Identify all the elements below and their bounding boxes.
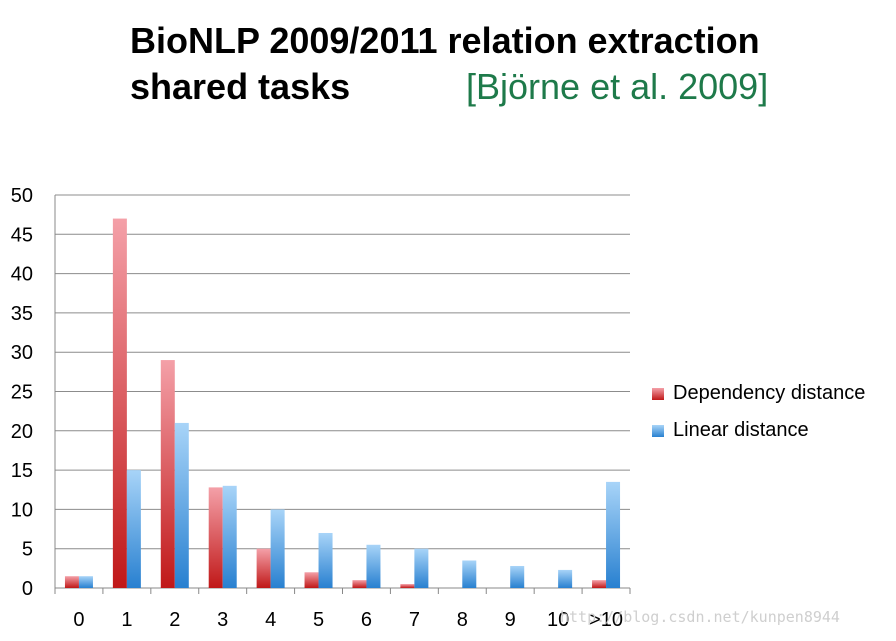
x-tick-label: 6 bbox=[361, 609, 372, 631]
y-tick-label: 0 bbox=[22, 578, 33, 600]
bar-linear bbox=[78, 576, 93, 588]
bar-dependency bbox=[160, 360, 175, 588]
grid-layer bbox=[54, 194, 631, 594]
legend-label-dependency: Dependency distance bbox=[673, 382, 866, 404]
y-tick-label: 20 bbox=[11, 421, 33, 443]
bar-dependency bbox=[64, 576, 79, 588]
bar-linear bbox=[270, 509, 285, 588]
bar-dependency bbox=[352, 580, 367, 588]
bar-linear bbox=[126, 470, 141, 588]
legend-item-linear: Linear distance bbox=[652, 412, 865, 449]
legend-item-dependency: Dependency distance bbox=[652, 375, 865, 412]
bar-linear bbox=[222, 485, 237, 588]
y-tick-label: 35 bbox=[11, 303, 33, 325]
bar-linear bbox=[462, 560, 477, 588]
y-tick-label: 10 bbox=[11, 499, 33, 521]
legend-swatch-dependency bbox=[652, 387, 664, 400]
bar-dependency bbox=[592, 580, 607, 588]
bar-linear bbox=[510, 565, 525, 588]
bar-linear bbox=[174, 422, 189, 588]
title-block: BioNLP 2009/2011 relation extraction sha… bbox=[130, 18, 870, 110]
y-tick-label: 5 bbox=[22, 539, 33, 561]
bar-linear bbox=[606, 481, 621, 588]
x-tick-label: 3 bbox=[217, 609, 228, 631]
bar-dependency bbox=[208, 487, 223, 588]
y-tick-label: 45 bbox=[11, 224, 33, 246]
bar-layer bbox=[64, 218, 621, 588]
legend-swatch-linear bbox=[652, 424, 664, 437]
bar-dependency bbox=[304, 572, 319, 588]
bar-linear bbox=[558, 569, 573, 588]
bar-linear bbox=[414, 548, 429, 588]
x-tick-label: 5 bbox=[313, 609, 324, 631]
bar-dependency bbox=[256, 548, 271, 588]
x-tick-label: 10 bbox=[547, 609, 569, 631]
bar-linear bbox=[366, 544, 381, 588]
watermark: http://blog.csdn.net/kunpen8944 bbox=[560, 608, 840, 626]
y-tick-label: 15 bbox=[11, 460, 33, 482]
y-tick-label: 50 bbox=[11, 185, 33, 207]
x-tick-label: 9 bbox=[505, 609, 516, 631]
y-tick-label: 40 bbox=[11, 264, 33, 286]
y-tick-labels: 0 5 10 15 20 25 30 35 40 45 50 bbox=[11, 185, 33, 600]
bar-dependency bbox=[112, 218, 127, 588]
chart-title-line2: shared tasks [Björne et al. 2009] bbox=[130, 64, 870, 110]
y-tick-label: 30 bbox=[11, 342, 33, 364]
legend-label-linear: Linear distance bbox=[673, 419, 809, 441]
bar-dependency bbox=[400, 584, 415, 588]
chart-title-line1: BioNLP 2009/2011 relation extraction bbox=[130, 20, 760, 61]
x-tick-label: 7 bbox=[409, 609, 420, 631]
y-tick-label: 25 bbox=[11, 382, 33, 404]
citation: [Björne et al. 2009] bbox=[466, 66, 769, 107]
x-tick-label: 8 bbox=[457, 609, 468, 631]
x-tick-label: >10 bbox=[589, 609, 623, 631]
bar-linear bbox=[318, 532, 333, 588]
x-tick-label: 4 bbox=[265, 609, 276, 631]
x-tick-label: 0 bbox=[73, 609, 84, 631]
x-tick-label: 1 bbox=[121, 609, 132, 631]
legend: Dependency distance Linear distance bbox=[652, 375, 865, 449]
chart-title-line2-text: shared tasks bbox=[130, 66, 351, 107]
x-tick-label: 2 bbox=[169, 609, 180, 631]
x-tick-labels: 0 1 2 3 4 5 6 7 8 9 10 >10 bbox=[73, 609, 623, 631]
